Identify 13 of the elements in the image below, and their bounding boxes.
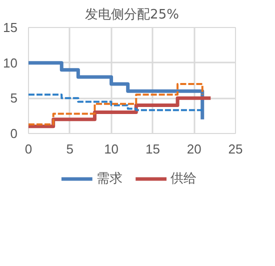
x-tick-label: 15 [145,142,160,156]
y-tick-label: 0 [10,126,18,141]
x-tick-label: 20 [186,142,202,156]
x-tick-label: 25 [228,142,243,156]
y-tick-label: 10 [3,55,18,70]
x-tick-label: 5 [66,142,74,156]
legend-label: 供给 [170,172,197,186]
legend-label: 需求 [96,172,122,186]
chart-title: 发电侧分配25% [85,8,179,22]
x-tick-label: 10 [104,142,119,156]
x-tick-label: 0 [24,142,32,156]
y-tick-label: 15 [3,20,18,35]
y-tick-label: 5 [10,90,18,106]
